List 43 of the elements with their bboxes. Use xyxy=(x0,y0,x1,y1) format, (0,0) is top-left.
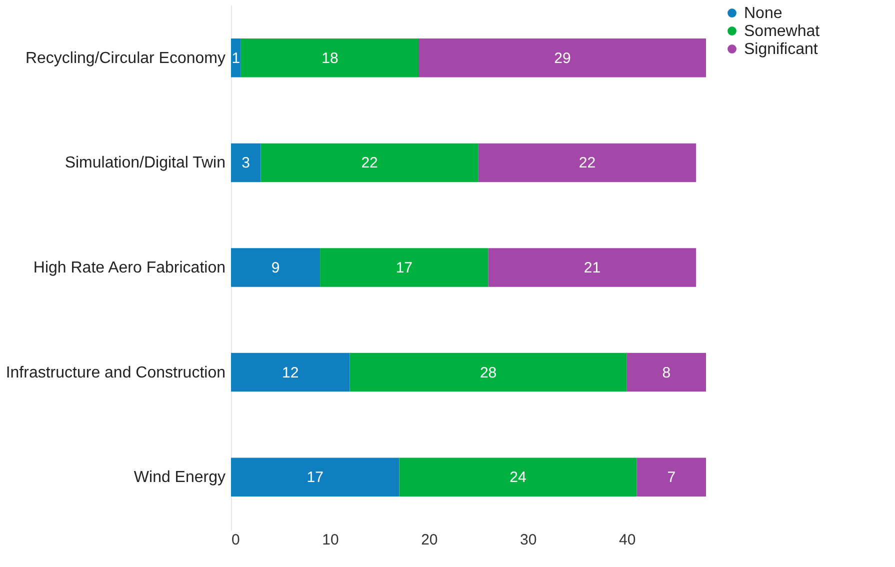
x-tick-label: 0 xyxy=(232,532,240,548)
data-label: 18 xyxy=(322,50,338,67)
bar xyxy=(231,248,320,287)
y-tick-label: Wind Energy xyxy=(134,469,226,486)
data-label: 29 xyxy=(554,50,571,67)
bar xyxy=(231,352,350,392)
data-label: 3 xyxy=(242,154,250,172)
bar xyxy=(231,38,241,78)
x-tick-label: 40 xyxy=(618,532,636,548)
bar xyxy=(488,248,696,287)
data-label: 17 xyxy=(396,260,413,276)
data-label: 8 xyxy=(662,364,671,382)
bar xyxy=(478,143,696,182)
bar xyxy=(240,38,420,78)
data-label: 17 xyxy=(306,469,324,486)
legend-label: Significant xyxy=(744,41,818,58)
bar xyxy=(636,458,706,496)
bar xyxy=(626,352,706,392)
data-label: 1 xyxy=(232,50,240,67)
bar xyxy=(419,38,706,78)
bar xyxy=(320,248,488,287)
y-tick-label: High Rate Aero Fabrication xyxy=(33,260,226,276)
data-label: 21 xyxy=(584,260,601,276)
legend-label: Somewhat xyxy=(744,23,820,40)
data-label: 7 xyxy=(667,469,676,486)
data-label: 9 xyxy=(271,260,280,276)
data-label: 28 xyxy=(480,364,497,382)
bar xyxy=(350,352,627,392)
data-label: 12 xyxy=(282,364,299,382)
bar xyxy=(231,143,261,182)
x-tick-label: 20 xyxy=(421,532,438,548)
y-tick-label: Simulation/Digital Twin xyxy=(64,154,226,172)
data-label: 22 xyxy=(361,154,378,172)
legend-label: None xyxy=(744,5,782,22)
x-tick-label: 30 xyxy=(520,532,537,548)
bar xyxy=(260,143,478,182)
data-label: 22 xyxy=(578,154,596,172)
data-label: 24 xyxy=(510,469,526,486)
bar xyxy=(399,458,637,496)
y-tick-label: Infrastructure and Construction xyxy=(6,364,226,382)
y-tick-label: Recycling/Circular Economy xyxy=(25,50,226,67)
x-tick-label: 10 xyxy=(322,532,339,548)
bar xyxy=(231,458,400,496)
